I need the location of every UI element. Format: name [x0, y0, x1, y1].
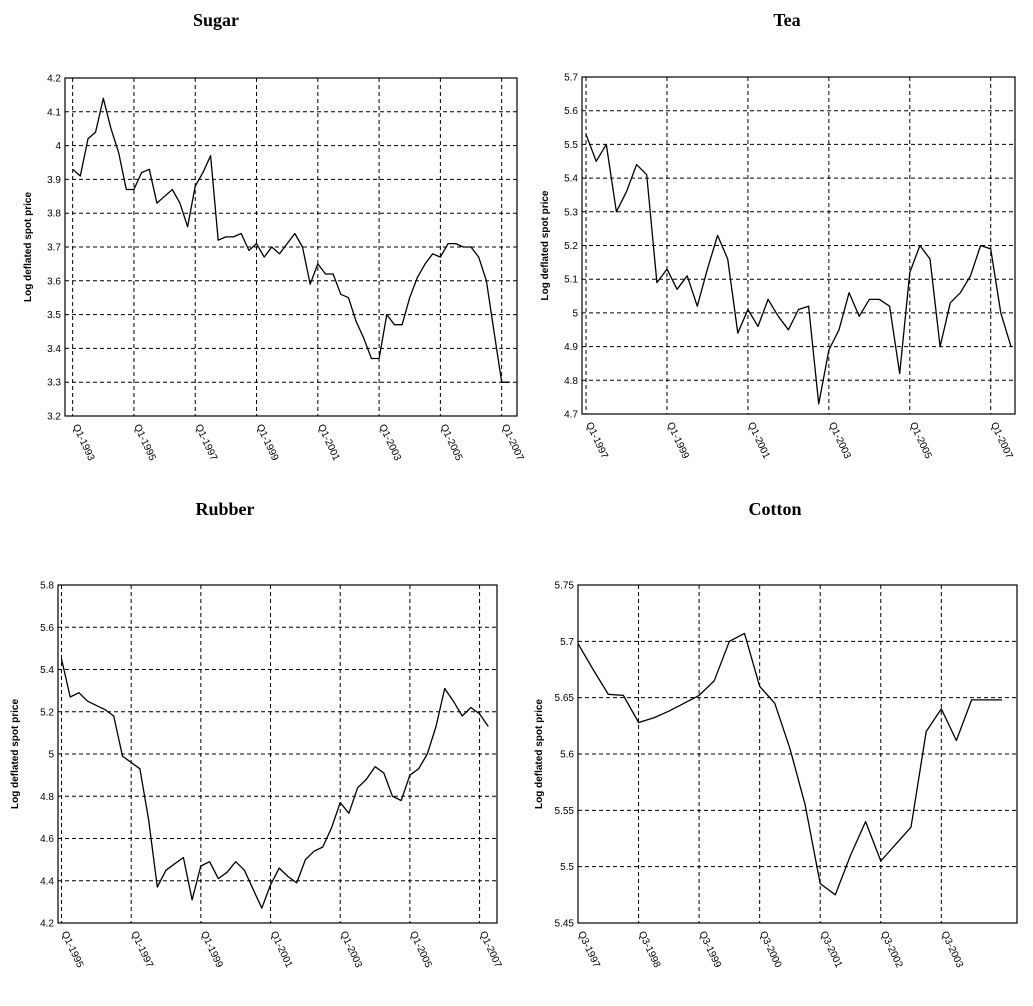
tea-ytick-label: 5.3: [564, 207, 578, 218]
sugar-xtick-label: Q1-1995: [131, 423, 158, 463]
rubber-title: Rubber: [195, 499, 254, 519]
rubber-ytick-label: 4.6: [40, 834, 54, 845]
tea-xtick-label: Q1-2005: [907, 421, 934, 461]
rubber-xtick-label: Q1-1999: [198, 930, 225, 970]
cotton-ytick-label: 5.6: [560, 750, 574, 761]
tea-ytick-label: 4.7: [564, 410, 578, 421]
cotton-xtick-label: Q3-2003: [939, 930, 966, 970]
cotton-plot-frame: [577, 584, 1018, 924]
sugar-ytick-label: 3.9: [47, 175, 61, 186]
tea-ytick-label: 5.5: [564, 140, 578, 151]
sugar-ylabel: Log deflated spot price: [23, 192, 34, 302]
sugar-ytick-label: 4.1: [47, 107, 61, 118]
sugar-plot-frame: [64, 77, 518, 417]
rubber-xtick-label: Q1-2003: [337, 930, 364, 970]
cotton-ytick-label: 5.5: [560, 862, 574, 873]
sugar-ytick-label: 3.7: [47, 243, 61, 254]
tea-ytick-label: 5: [572, 308, 578, 319]
tea-xtick-label: Q1-2001: [745, 421, 772, 461]
rubber-ytick-label: 5.2: [40, 707, 54, 718]
cotton-title: Cotton: [749, 499, 802, 519]
tea-ytick-label: 5.4: [564, 174, 578, 185]
tea-xtick-label: Q1-1999: [664, 421, 691, 461]
cotton-series-line: [577, 632, 1002, 896]
tea-xtick-label: Q1-2003: [826, 421, 853, 461]
rubber-xtick-label: Q1-2007: [477, 930, 504, 970]
sugar-ytick-label: 3.5: [47, 310, 61, 321]
tea-ytick-label: 4.9: [564, 342, 578, 353]
chart-cotton: Cotton Log deflated spot price 5.45 5.5 5.55…: [534, 499, 1018, 970]
rubber-ytick-label: 5.6: [40, 623, 54, 634]
rubber-xtick-label: Q1-2005: [407, 930, 434, 970]
sugar-title: Sugar: [193, 10, 239, 30]
cotton-ytick-label: 5.75: [555, 581, 575, 592]
cotton-ylabel: Log deflated spot price: [534, 699, 545, 809]
chart-rubber: Rubber Log deflated spot price 4.2 4.4 4.6 4.…: [10, 499, 503, 970]
tea-ytick-label: 5.2: [564, 241, 578, 252]
rubber-ytick-label: 5: [48, 750, 54, 761]
rubber-plot-frame: [57, 584, 498, 924]
sugar-xtick-label: Q1-1999: [254, 423, 281, 463]
cotton-ytick-label: 5.55: [555, 806, 575, 817]
sugar-ytick-label: 4: [55, 141, 61, 152]
tea-ylabel: Log deflated spot price: [540, 190, 551, 300]
rubber-ytick-label: 4.2: [40, 919, 54, 930]
tea-title: Tea: [773, 10, 800, 30]
cotton-xtick-label: Q3-1998: [636, 930, 663, 970]
sugar-ytick-label: 3.6: [47, 276, 61, 287]
sugar-xtick-label: Q1-1997: [193, 423, 220, 463]
sugar-xtick-label: Q1-1993: [70, 423, 97, 463]
sugar-xtick-label: Q1-2001: [315, 423, 342, 463]
tea-ytick-label: 5.7: [564, 73, 578, 84]
tea-ytick-label: 5.6: [564, 106, 578, 117]
rubber-ytick-label: 4.4: [40, 876, 54, 887]
rubber-xtick-label: Q1-1997: [128, 930, 155, 970]
tea-xtick-label: Q1-1997: [583, 421, 610, 461]
rubber-xtick-label: Q1-1995: [59, 930, 86, 970]
cotton-xtick-label: Q3-2000: [757, 930, 784, 970]
rubber-xtick-label: Q1-2001: [268, 930, 295, 970]
sugar-ytick-label: 3.4: [47, 344, 61, 355]
rubber-series-line: [60, 658, 489, 909]
sugar-ytick-label: 3.3: [47, 378, 61, 389]
cotton-xtick-label: Q3-1999: [696, 930, 723, 970]
tea-ytick-label: 4.8: [564, 376, 578, 387]
tea-series-line: [585, 134, 1012, 405]
tea-plot-frame: [581, 76, 1016, 415]
sugar-ytick-label: 3.8: [47, 209, 61, 220]
cotton-xtick-label: Q3-2002: [878, 930, 905, 970]
sugar-xtick-label: Q1-2005: [438, 423, 465, 463]
tea-xtick-label: Q1-2007: [988, 421, 1015, 461]
rubber-ylabel: Log deflated spot price: [10, 699, 21, 809]
rubber-ytick-label: 4.8: [40, 792, 54, 803]
sugar-xtick-label: Q1-2007: [499, 423, 526, 463]
rubber-ytick-label: 5.4: [40, 665, 54, 676]
chart-sugar: Sugar Log deflated spot price 3.2 3.3 3.4 3.5…: [23, 10, 526, 463]
cotton-ytick-label: 5.45: [555, 919, 575, 930]
sugar-xtick-label: Q1-2003: [376, 423, 403, 463]
cotton-ytick-label: 5.65: [555, 693, 575, 704]
cotton-xtick-label: Q3-1997: [575, 930, 602, 970]
cotton-xtick-label: Q3-2001: [817, 930, 844, 970]
sugar-ytick-label: 3.2: [47, 412, 61, 423]
cotton-ytick-label: 5.7: [560, 637, 574, 648]
tea-ytick-label: 5.1: [564, 275, 578, 286]
chart-tea: Tea Log deflated spot price 4.7 4.8 4.9 5 5.1 5…: [540, 10, 1016, 461]
rubber-ytick-label: 5.8: [40, 581, 54, 592]
sugar-ytick-label: 4.2: [47, 74, 61, 85]
sugar-series-line: [72, 97, 510, 383]
